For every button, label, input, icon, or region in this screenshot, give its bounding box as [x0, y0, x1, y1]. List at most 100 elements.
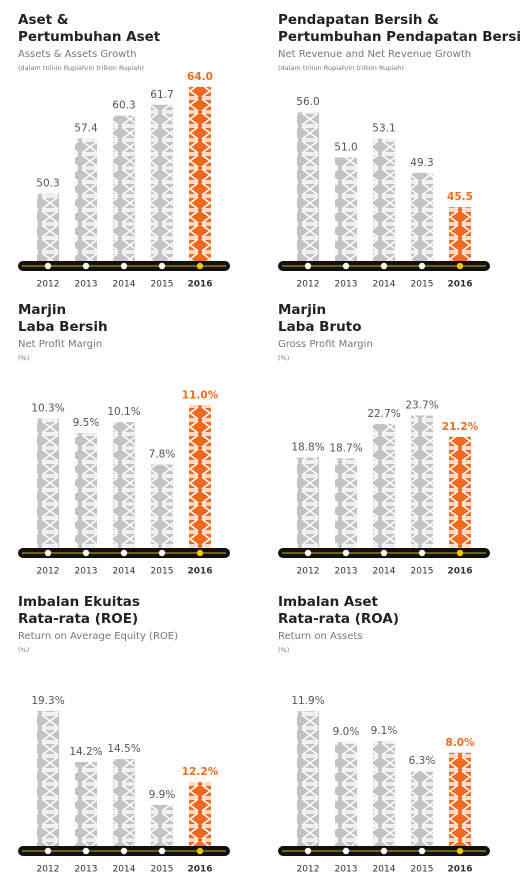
x-tick-label: 2014 — [373, 865, 396, 875]
value-label: 23.7% — [405, 399, 438, 411]
chart-subtitle: Return on Assets — [278, 631, 363, 642]
x-tick-label: 2015 — [151, 567, 174, 577]
chart-title: Imbalan Aset — [278, 594, 379, 610]
chart-title: Imbalan Ekuitas — [18, 594, 140, 610]
value-label: 45.5 — [447, 191, 473, 203]
track-dot — [342, 549, 350, 557]
track-dot — [418, 262, 426, 270]
track-dot — [380, 549, 388, 557]
track-dot — [418, 847, 426, 855]
x-tick-label: 2012 — [37, 567, 60, 577]
x-tick-label: 2015 — [151, 280, 174, 290]
x-tick-label: 2016 — [187, 280, 212, 290]
bar-lattice — [113, 422, 135, 553]
value-label: 9.1% — [371, 725, 398, 737]
x-tick-label: 2013 — [75, 865, 98, 875]
x-tick-label: 2016 — [187, 865, 212, 875]
bar-lattice — [37, 711, 59, 851]
value-label: 50.3 — [36, 178, 59, 190]
track-dot — [120, 549, 128, 557]
track-dot — [380, 262, 388, 270]
chart-note: (%) — [18, 354, 29, 362]
track-dot — [380, 847, 388, 855]
chart-title: Marjin — [278, 302, 326, 318]
x-tick-label: 2013 — [335, 865, 358, 875]
bar-lattice — [113, 115, 135, 267]
x-tick-label: 2013 — [75, 280, 98, 290]
value-label: 22.7% — [367, 408, 400, 420]
chart-note: (dalam triliun Rupiah/in trillion Rupiah… — [278, 64, 404, 72]
bar-lattice — [37, 418, 59, 553]
x-tick-label: 2016 — [447, 865, 472, 875]
bar-lattice — [151, 464, 173, 553]
x-tick-label: 2016 — [187, 567, 212, 577]
bar-lattice — [75, 762, 97, 851]
chart-subtitle: Assets & Assets Growth — [18, 49, 137, 60]
track-dot — [196, 262, 204, 270]
x-tick-label: 2014 — [113, 567, 136, 577]
value-label: 8.0% — [445, 737, 475, 749]
value-label: 11.9% — [291, 695, 324, 707]
value-label: 14.5% — [107, 743, 140, 755]
value-label: 56.0 — [296, 96, 319, 108]
x-tick-label: 2014 — [373, 567, 396, 577]
track-dot — [158, 847, 166, 855]
chart-subtitle: Gross Profit Margin — [278, 339, 373, 350]
x-tick-label: 2016 — [447, 567, 472, 577]
bar-lattice — [449, 436, 471, 553]
x-tick-label: 2013 — [75, 567, 98, 577]
x-tick-label: 2014 — [113, 280, 136, 290]
track-dot — [418, 549, 426, 557]
track-dot — [44, 549, 52, 557]
value-label: 64.0 — [187, 71, 213, 83]
bar-lattice — [189, 782, 211, 851]
bar-lattice — [189, 405, 211, 553]
value-label: 18.8% — [291, 442, 324, 454]
track-dot — [456, 262, 464, 270]
track-dot — [158, 549, 166, 557]
value-label: 10.1% — [107, 406, 140, 418]
track-dot — [304, 847, 312, 855]
value-label: 14.2% — [69, 746, 102, 758]
bar-lattice — [75, 433, 97, 553]
chart-title: Laba Bruto — [278, 319, 361, 335]
x-tick-label: 2012 — [37, 865, 60, 875]
chart-subtitle: Net Profit Margin — [18, 339, 102, 350]
track-dot — [196, 549, 204, 557]
value-label: 53.1 — [372, 122, 395, 134]
chart-subtitle: Net Revenue and Net Revenue Growth — [278, 49, 471, 60]
track-dot — [342, 262, 350, 270]
x-tick-label: 2013 — [335, 280, 358, 290]
x-tick-label: 2015 — [411, 865, 434, 875]
value-label: 9.9% — [149, 789, 176, 801]
chart-title: Pendapatan Bersih & — [278, 12, 439, 28]
x-tick-label: 2016 — [447, 280, 472, 290]
bar-lattice — [335, 742, 357, 851]
bar-lattice — [411, 172, 433, 266]
x-tick-label: 2014 — [373, 280, 396, 290]
track-dot — [82, 262, 90, 270]
x-tick-label: 2012 — [37, 280, 60, 290]
x-tick-label: 2015 — [151, 865, 174, 875]
bar-lattice — [449, 207, 471, 266]
x-tick-label: 2012 — [297, 567, 320, 577]
chart-note: (dalam triliun Rupiah/in trillion Rupiah… — [18, 64, 144, 72]
bar-lattice — [297, 711, 319, 851]
bar-lattice — [189, 86, 211, 266]
value-label: 7.8% — [149, 448, 176, 460]
track-dot — [456, 847, 464, 855]
track-dot — [44, 847, 52, 855]
x-tick-label: 2012 — [297, 865, 320, 875]
value-label: 18.7% — [329, 442, 362, 454]
bar-lattice — [411, 770, 433, 851]
bar-lattice — [449, 752, 471, 851]
value-label: 9.0% — [333, 726, 360, 738]
bar-lattice — [297, 457, 319, 553]
bar-lattice — [151, 805, 173, 851]
track-dot — [304, 262, 312, 270]
track-dot — [120, 262, 128, 270]
bar-lattice — [297, 112, 319, 266]
chart-note: (%) — [18, 646, 29, 654]
value-label: 6.3% — [409, 755, 436, 767]
value-label: 60.3 — [112, 100, 135, 112]
